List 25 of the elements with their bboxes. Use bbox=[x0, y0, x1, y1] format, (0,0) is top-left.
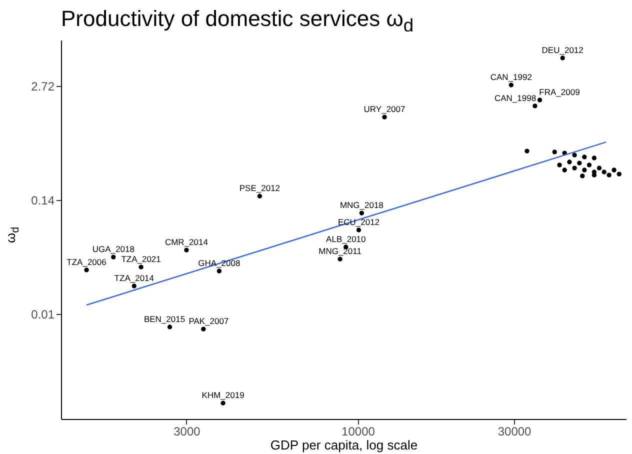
annotation: CAN_1998 bbox=[494, 92, 536, 103]
annotation: ALB_2010 bbox=[326, 234, 366, 244]
y-tick-label: 0.01 bbox=[31, 308, 55, 322]
annotation: CAN_1992 bbox=[490, 72, 532, 82]
x-tick-label: 30000 bbox=[498, 424, 532, 438]
annotation: BEN_2015 bbox=[144, 314, 186, 324]
y-tick-label: 0.14 bbox=[31, 194, 55, 208]
annotation: MNG_2018 bbox=[340, 200, 384, 210]
annotation: PAK_2007 bbox=[188, 316, 229, 326]
y-tick-label: 2.72 bbox=[31, 80, 55, 94]
annotation: URY_2007 bbox=[364, 104, 406, 114]
x-tick-label: 10000 bbox=[342, 424, 376, 438]
annotation: MNG_2011 bbox=[318, 246, 362, 256]
annotation: CMR_2014 bbox=[164, 237, 208, 248]
annotation: KHM_2019 bbox=[202, 390, 245, 400]
annotation: UGA_2018 bbox=[92, 244, 135, 254]
annotation: DEU_2012 bbox=[542, 45, 584, 55]
annotation: PSE_2012 bbox=[239, 183, 280, 194]
annotation: TZA_2021 bbox=[121, 254, 162, 264]
chart-title: Productivity of domestic services ω$_{d}$ bbox=[61, 6, 414, 36]
annotation: FRA_2009 bbox=[539, 87, 580, 98]
annotation: TZA_2014 bbox=[114, 273, 154, 284]
x-axis-title: GDP per capita, log scale bbox=[270, 438, 418, 452]
x-tick-label: 3000 bbox=[174, 424, 201, 438]
annotation: TZA_2006 bbox=[66, 256, 107, 267]
